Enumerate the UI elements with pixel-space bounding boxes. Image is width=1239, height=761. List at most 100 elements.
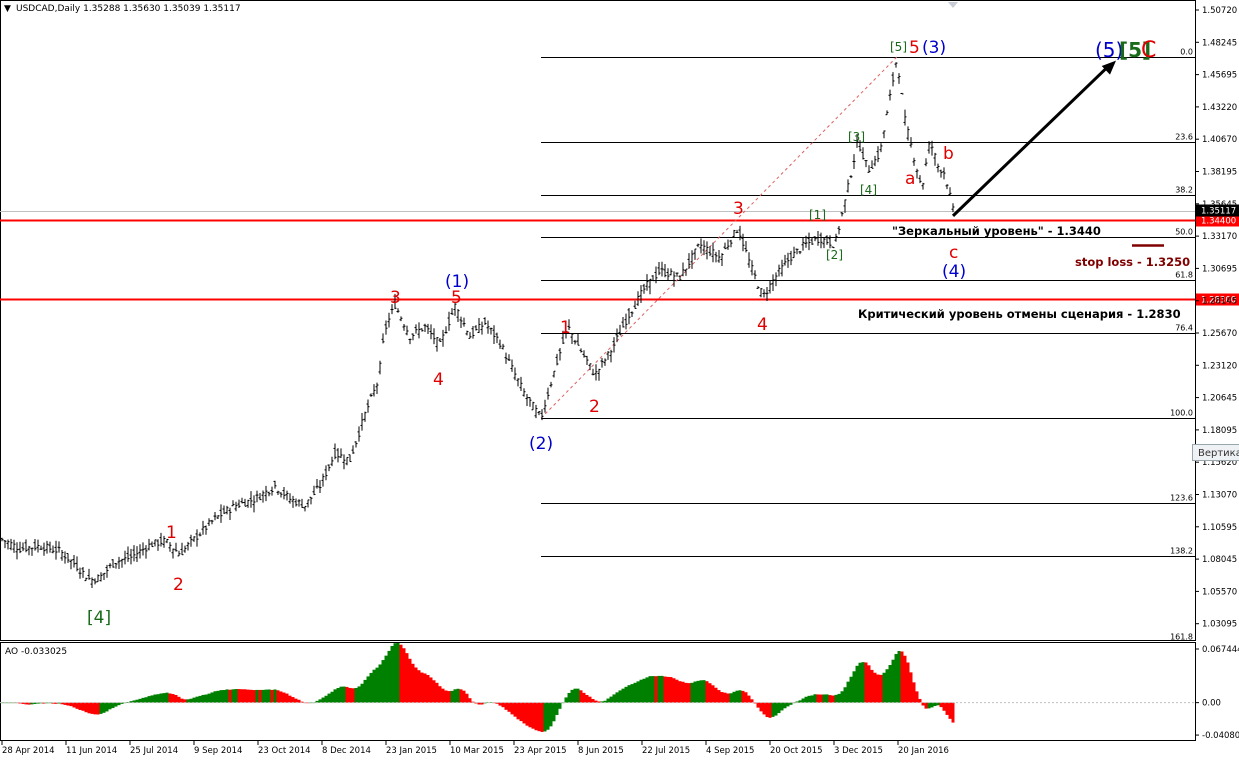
ao-bar (921, 702, 925, 706)
wave-label: 5 (909, 38, 920, 58)
ao-bar (477, 702, 481, 705)
ao-bar (357, 686, 361, 703)
ao-bar (777, 702, 781, 714)
ao-bar (489, 702, 493, 703)
ao-bar (543, 702, 547, 732)
ao-bar (897, 651, 901, 703)
ao-bar (753, 702, 757, 704)
wave-label: (1) (445, 272, 469, 292)
ao-bar (672, 678, 676, 703)
price-tag-label: 1.34400 (1201, 217, 1236, 227)
ao-bar (858, 662, 862, 703)
ao-bar (438, 686, 442, 703)
ao-bar (72, 702, 76, 708)
ao-bar (927, 702, 931, 709)
ao-bar (642, 678, 646, 703)
ao-bar (924, 702, 928, 709)
ao-bar (903, 655, 907, 703)
ao-bar (459, 689, 463, 703)
ao-bar (813, 694, 817, 703)
ao-bar (381, 660, 385, 703)
ao-bar (687, 683, 691, 703)
ao-bar (9, 702, 13, 704)
ao-bar (342, 686, 346, 703)
ao-bar (240, 689, 244, 703)
ao-bar (282, 692, 286, 703)
ao-bar (480, 702, 484, 705)
ao-bar (522, 702, 526, 724)
ao-bar (762, 702, 766, 715)
ao-bar (933, 702, 937, 707)
ao-bar (63, 702, 67, 705)
wave-label: c (949, 243, 958, 263)
ao-bar (495, 702, 499, 704)
ao-bar (936, 702, 940, 706)
wave-label: [2] (826, 248, 843, 262)
ao-bar (432, 680, 436, 703)
ao-pane[interactable] (0, 642, 1196, 741)
ao-bar (219, 690, 223, 703)
ao-bar (603, 700, 607, 703)
ao-bar (750, 699, 754, 703)
ao-bar (630, 684, 634, 703)
ao-bar (93, 702, 97, 715)
ao-bar (768, 702, 772, 718)
ao-bar (507, 702, 511, 712)
ao-bar (111, 702, 115, 709)
dropdown-arrow-icon[interactable]: ▼ (4, 4, 11, 14)
ao-bar (657, 675, 661, 703)
time-tick-label: 23 Oct 2014 (258, 746, 311, 756)
ao-bar (105, 702, 109, 712)
price-tag (1196, 214, 1239, 227)
ao-bar (249, 689, 253, 703)
ao-bar (378, 664, 382, 703)
ao-bar (810, 695, 814, 703)
ao-bar (180, 698, 184, 703)
time-tick-label: 10 Mar 2015 (450, 746, 504, 756)
scroll-marker-icon[interactable] (948, 2, 958, 8)
ao-bar (318, 699, 322, 703)
ao-bar (624, 686, 628, 703)
ao-bar (186, 699, 190, 703)
ao-bar (333, 689, 337, 703)
ao-bar (399, 644, 403, 703)
ao-bar (369, 672, 373, 703)
ao-bar (564, 697, 568, 703)
ao-bar (789, 702, 793, 705)
ao-bar (795, 701, 799, 703)
ao-bar (162, 693, 166, 703)
ao-bar (291, 697, 295, 703)
ao-bar (606, 698, 610, 703)
wave-label: [5] (1119, 38, 1151, 62)
ao-bar (702, 680, 706, 703)
forecast-arrowhead (1101, 60, 1116, 75)
ao-bar (174, 694, 178, 703)
ao-bar (456, 688, 460, 703)
ao-bar (576, 688, 580, 703)
time-tick-label: 22 Jul 2015 (642, 746, 690, 756)
ao-bar (468, 698, 472, 703)
ao-bar (861, 662, 865, 703)
ao-bar (585, 694, 589, 703)
price-tick-label: 1.10595 (1202, 523, 1237, 533)
wave-label: 5 (451, 288, 462, 308)
ao-bar (759, 702, 763, 712)
forecast-arrow[interactable] (951, 63, 1112, 217)
ao-bar (405, 653, 409, 703)
ao-bar (366, 676, 370, 703)
ao-bar (60, 702, 64, 705)
ao-bar (246, 689, 250, 703)
ao-bar (534, 702, 538, 731)
ao-bar (582, 692, 586, 703)
wave-label: 2 (173, 575, 184, 595)
ao-bar (558, 702, 562, 709)
ao-bar (279, 691, 283, 703)
ao-bar (234, 689, 238, 703)
ao-bar (570, 689, 574, 703)
ao-bar (114, 702, 118, 707)
time-tick-label: 8 Jun 2015 (578, 746, 624, 756)
price-tick-label: 1.45695 (1202, 71, 1237, 81)
ao-bar (192, 697, 196, 703)
ao-bar (600, 701, 604, 703)
